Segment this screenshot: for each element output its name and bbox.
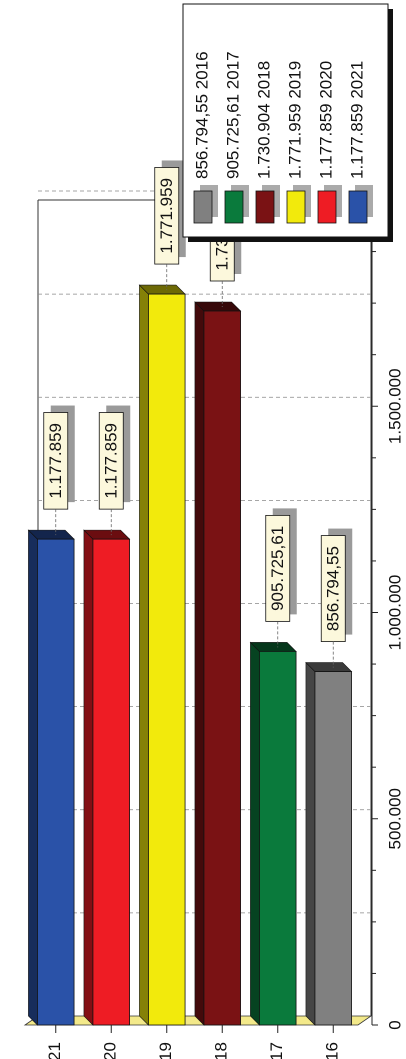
- legend-label: 1.177.859 2020: [316, 61, 335, 179]
- bar-side: [139, 284, 149, 1026]
- bar-front: [92, 538, 130, 1026]
- legend-swatch: [193, 190, 213, 224]
- plot-area: 0 500.000 1.000.000 1.500.000 2021 1.177.859 2…: [23, 160, 404, 1059]
- data-label-box: [265, 514, 291, 622]
- data-label-box: [320, 535, 346, 642]
- category-label: 2021: [45, 1042, 64, 1059]
- bar-side: [83, 529, 94, 1026]
- data-label-box: [154, 167, 180, 265]
- data-label-2021: 1.177.859: [43, 405, 75, 510]
- bar-side: [250, 641, 260, 1026]
- data-label-2017: 905.725,61: [265, 508, 297, 622]
- legend-swatch: [224, 190, 244, 224]
- legend-label: 905.725,61 2017: [223, 51, 242, 179]
- legend-swatch: [317, 190, 337, 224]
- bar-2018: [194, 301, 242, 1026]
- bar-front: [203, 310, 241, 1026]
- bar-front: [259, 650, 297, 1026]
- bar-front: [148, 293, 186, 1026]
- legend-label: 856.794,55 2016: [192, 51, 211, 179]
- bar-2020: [83, 529, 131, 1026]
- legend-swatch: [255, 190, 275, 224]
- value-tick-label: 1.000.000: [385, 575, 404, 651]
- data-label: 1.177.859: [102, 423, 121, 499]
- data-label: 905.725,61: [268, 526, 287, 611]
- category-label: 2017: [267, 1042, 286, 1059]
- legend-label: 1.771.959 2019: [285, 61, 304, 179]
- legend-swatch: [286, 190, 306, 224]
- bar-front: [314, 671, 352, 1026]
- bar-2017: [249, 641, 297, 1026]
- data-label-2016: 856.794,55: [320, 528, 353, 642]
- bar-front: [37, 538, 75, 1026]
- bar-side: [305, 661, 316, 1026]
- bar-2019: [138, 284, 186, 1026]
- value-tick-label: 500.000: [385, 788, 404, 849]
- value-tick-label: 1.500.000: [385, 368, 404, 444]
- category-label: 2019: [156, 1042, 175, 1059]
- category-label: 2016: [323, 1042, 342, 1059]
- data-label: 856.794,55: [324, 546, 343, 631]
- data-label-box: [43, 412, 69, 510]
- legend-label: 1.177.859 2021: [347, 61, 366, 179]
- value-tick-label: 0: [385, 1020, 404, 1029]
- data-label: 1.771.959: [157, 178, 176, 254]
- bar-2021: [27, 529, 75, 1026]
- legend: 856.794,55 2016 905.725,61 2017 1.730.904 …: [182, 3, 393, 242]
- data-label-2020: 1.177.859: [98, 405, 131, 510]
- bar-2016: [305, 661, 353, 1026]
- category-label: 2018: [212, 1042, 231, 1059]
- legend-label: 1.730.904 2018: [254, 61, 273, 179]
- data-label-2019: 1.771.959: [154, 160, 186, 265]
- data-label: 1.177.859: [46, 423, 65, 499]
- bar-side: [28, 529, 38, 1026]
- legend-swatch: [348, 190, 368, 224]
- bar-side: [194, 301, 205, 1026]
- category-label: 2020: [101, 1042, 120, 1059]
